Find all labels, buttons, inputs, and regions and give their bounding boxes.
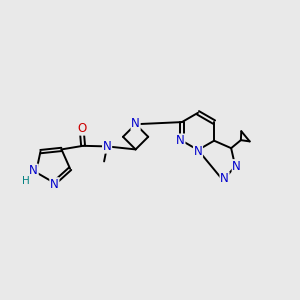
Text: N: N — [50, 178, 59, 191]
Text: N: N — [131, 117, 140, 130]
Text: N: N — [103, 140, 112, 153]
Text: N: N — [176, 134, 185, 147]
Text: N: N — [232, 160, 241, 173]
Text: O: O — [77, 122, 86, 135]
Text: H: H — [22, 176, 29, 186]
Text: N: N — [220, 172, 229, 185]
Text: N: N — [194, 145, 202, 158]
Text: N: N — [29, 164, 38, 177]
